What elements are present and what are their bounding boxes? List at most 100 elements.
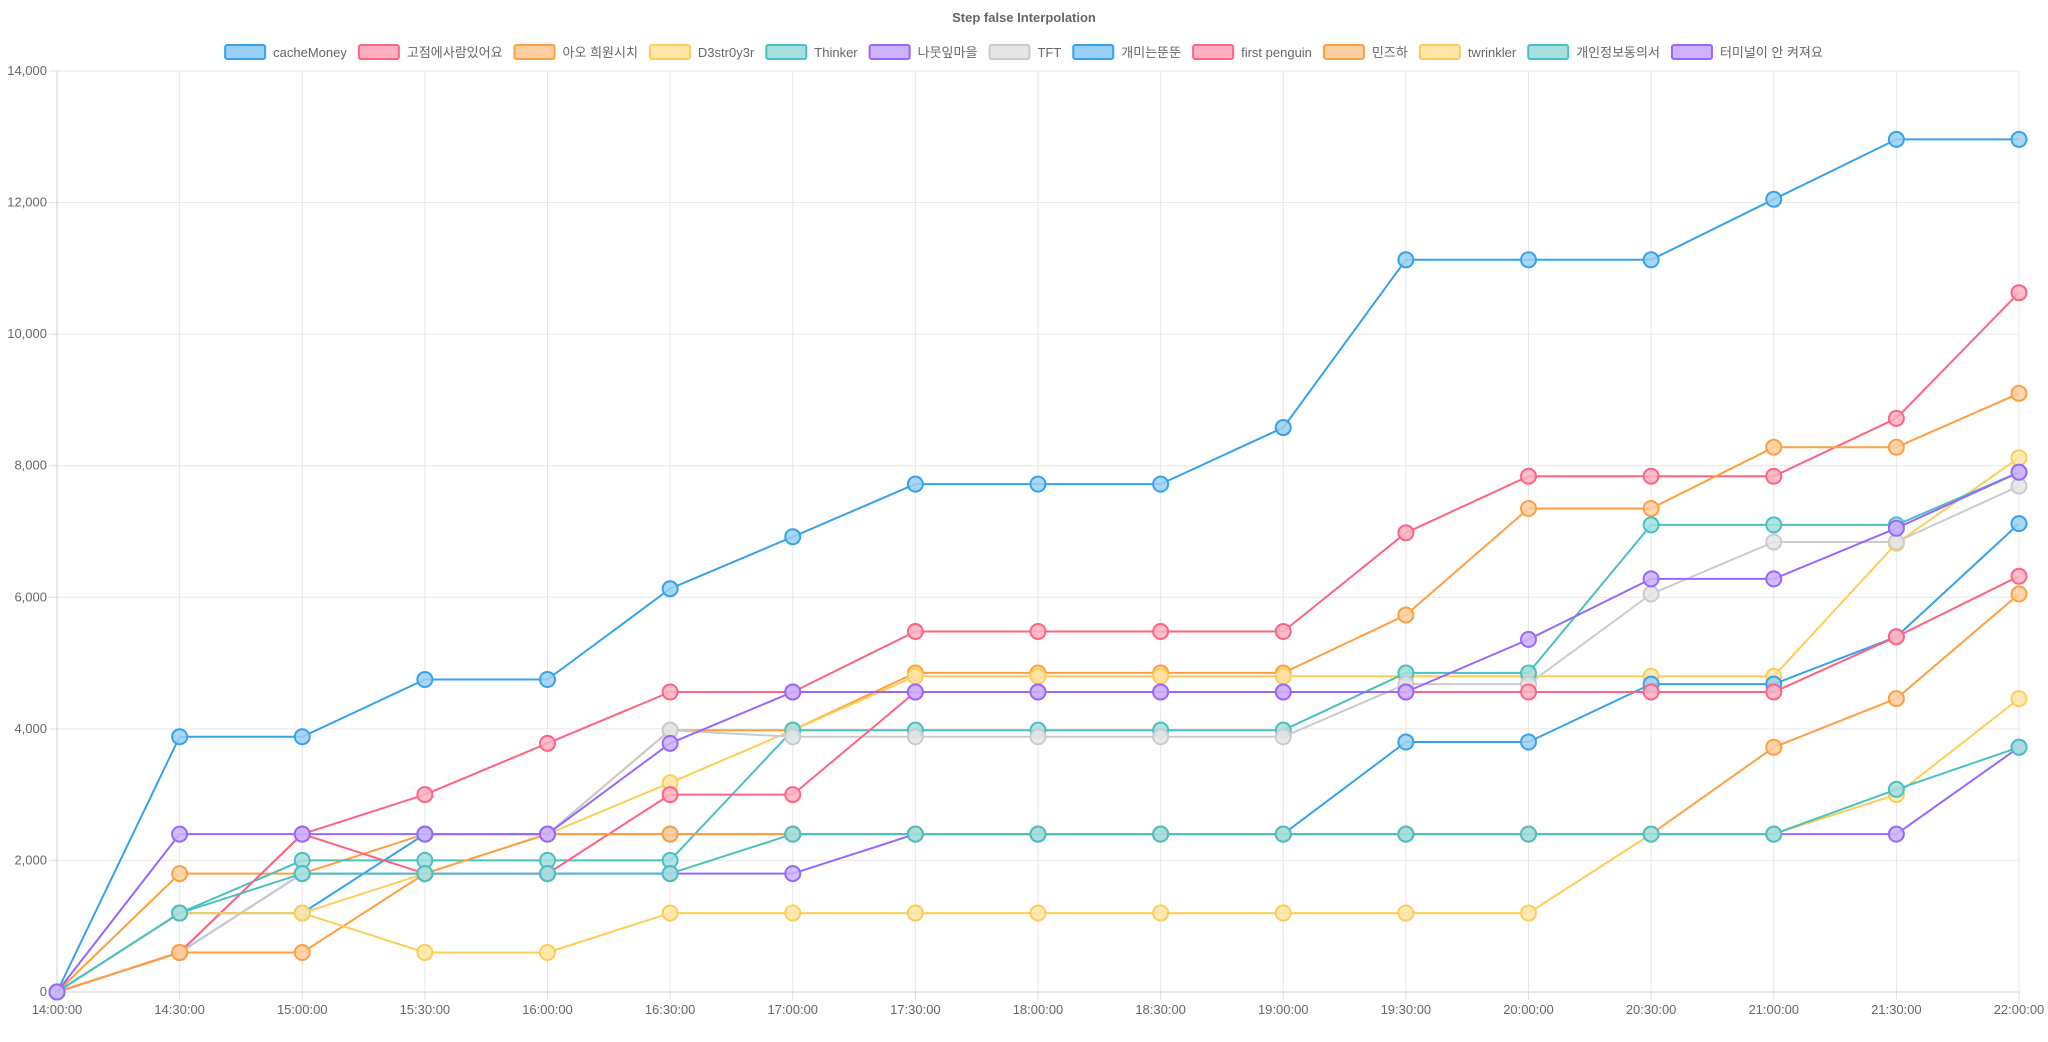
data-point[interactable] — [1152, 683, 1170, 701]
data-point[interactable] — [1642, 683, 1660, 701]
data-point[interactable] — [784, 865, 802, 883]
data-point[interactable] — [661, 904, 679, 922]
data-point[interactable] — [906, 728, 924, 746]
data-point[interactable] — [2010, 477, 2028, 495]
data-point[interactable] — [1397, 683, 1415, 701]
data-point[interactable] — [1029, 475, 1047, 493]
data-point[interactable] — [1029, 728, 1047, 746]
data-point[interactable] — [1887, 130, 1905, 148]
legend-item[interactable]: 고점에사람있어요 — [357, 44, 503, 60]
data-point[interactable] — [1520, 825, 1537, 843]
data-point[interactable] — [1765, 825, 1783, 843]
data-point[interactable] — [1887, 780, 1905, 798]
legend-item[interactable]: cacheMoney — [224, 44, 347, 60]
data-point[interactable] — [661, 786, 679, 804]
data-point[interactable] — [1642, 467, 1660, 485]
legend-item[interactable]: 아오 희원시치 — [513, 44, 638, 60]
data-point[interactable] — [1029, 683, 1047, 701]
data-point[interactable] — [906, 622, 924, 640]
data-point[interactable] — [1887, 519, 1905, 537]
data-point[interactable] — [1152, 825, 1170, 843]
legend-item[interactable]: 개미는뚠뚠 — [1072, 44, 1181, 60]
data-point[interactable] — [1029, 825, 1047, 843]
data-point[interactable] — [1397, 904, 1415, 922]
data-point[interactable] — [539, 865, 556, 883]
data-point[interactable] — [1274, 683, 1292, 701]
data-point[interactable] — [1765, 533, 1783, 551]
data-point[interactable] — [1274, 904, 1292, 922]
data-point[interactable] — [906, 683, 924, 701]
data-point[interactable] — [906, 667, 924, 685]
data-point[interactable] — [2010, 690, 2028, 708]
data-point[interactable] — [1152, 904, 1170, 922]
data-point[interactable] — [1520, 630, 1537, 648]
data-point[interactable] — [1642, 251, 1660, 269]
data-point[interactable] — [661, 825, 679, 843]
data-point[interactable] — [1642, 825, 1660, 843]
data-point[interactable] — [661, 683, 679, 701]
data-point[interactable] — [1520, 251, 1537, 269]
data-point[interactable] — [1887, 438, 1905, 456]
data-point[interactable] — [1520, 683, 1537, 701]
data-point[interactable] — [2010, 585, 2028, 603]
data-point[interactable] — [539, 944, 556, 962]
data-point[interactable] — [784, 904, 802, 922]
data-point[interactable] — [1152, 475, 1170, 493]
data-point[interactable] — [416, 865, 434, 883]
data-point[interactable] — [1397, 251, 1415, 269]
data-point[interactable] — [539, 734, 556, 752]
legend-item[interactable]: TFT — [988, 44, 1061, 60]
data-point[interactable] — [1765, 516, 1783, 534]
data-point[interactable] — [171, 904, 189, 922]
data-point[interactable] — [1152, 667, 1170, 685]
data-point[interactable] — [1887, 533, 1905, 551]
data-point[interactable] — [1887, 825, 1905, 843]
data-point[interactable] — [661, 734, 679, 752]
data-point[interactable] — [171, 825, 189, 843]
data-point[interactable] — [784, 786, 802, 804]
data-point[interactable] — [1029, 904, 1047, 922]
data-point[interactable] — [784, 728, 802, 746]
legend-item[interactable]: 민즈하 — [1322, 44, 1408, 60]
legend-item[interactable]: 개인정보동의서 — [1527, 44, 1660, 60]
data-point[interactable] — [1642, 516, 1660, 534]
data-point[interactable] — [2010, 463, 2028, 481]
data-point[interactable] — [1029, 622, 1047, 640]
legend-item[interactable]: twrinkler — [1418, 44, 1517, 60]
data-point[interactable] — [1520, 499, 1537, 517]
data-point[interactable] — [2010, 515, 2028, 533]
data-point[interactable] — [1520, 904, 1537, 922]
data-point[interactable] — [1029, 667, 1047, 685]
data-point[interactable] — [2010, 284, 2028, 302]
data-point[interactable] — [1765, 467, 1783, 485]
legend-item[interactable]: 나뭇잎마을 — [868, 44, 978, 60]
data-point[interactable] — [784, 825, 802, 843]
data-point[interactable] — [293, 944, 311, 962]
data-point[interactable] — [171, 865, 189, 883]
data-point[interactable] — [1520, 733, 1537, 751]
data-point[interactable] — [293, 904, 311, 922]
data-point[interactable] — [1765, 738, 1783, 756]
data-point[interactable] — [293, 825, 311, 843]
data-point[interactable] — [661, 580, 679, 598]
data-point[interactable] — [661, 865, 679, 883]
data-point[interactable] — [1397, 733, 1415, 751]
data-point[interactable] — [1765, 683, 1783, 701]
data-point[interactable] — [1397, 825, 1415, 843]
data-point[interactable] — [1642, 570, 1660, 588]
data-point[interactable] — [2010, 738, 2028, 756]
data-point[interactable] — [539, 671, 556, 689]
data-point[interactable] — [906, 904, 924, 922]
data-point[interactable] — [171, 944, 189, 962]
data-point[interactable] — [1887, 409, 1905, 427]
data-point[interactable] — [1887, 690, 1905, 708]
legend-item[interactable]: Thinker — [765, 44, 858, 60]
data-point[interactable] — [784, 528, 802, 546]
data-point[interactable] — [1642, 585, 1660, 603]
data-point[interactable] — [784, 683, 802, 701]
data-point[interactable] — [1274, 825, 1292, 843]
data-point[interactable] — [416, 825, 434, 843]
data-point[interactable] — [1397, 524, 1415, 542]
data-point[interactable] — [416, 671, 434, 689]
data-point[interactable] — [1397, 606, 1415, 624]
